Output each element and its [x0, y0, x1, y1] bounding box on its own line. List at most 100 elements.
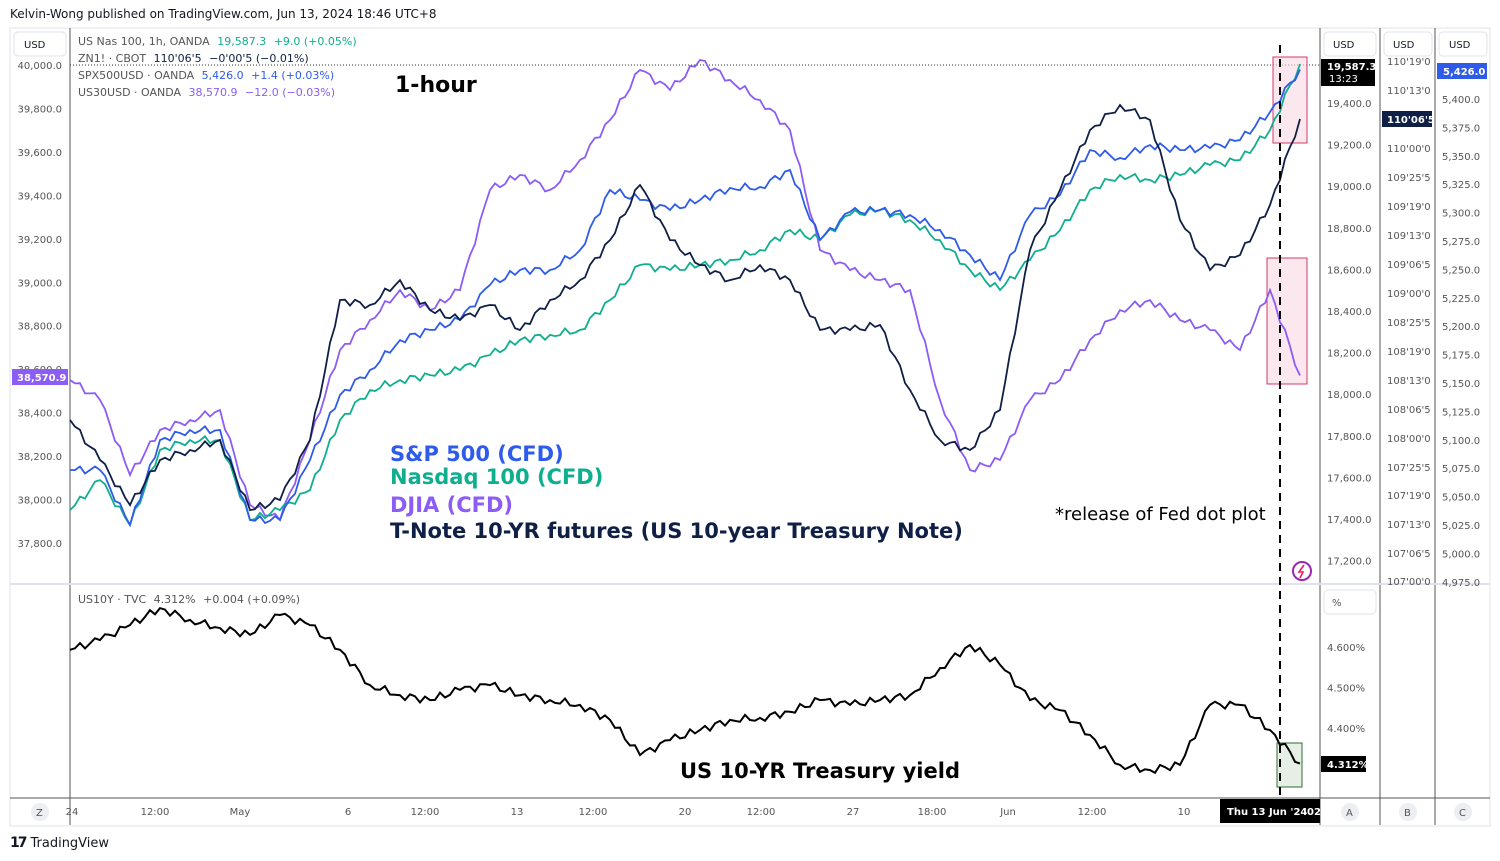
zn-annotation: T-Note 10-YR futures (US 10-year Treasur… [390, 519, 963, 543]
nasdaq-price-tag-time: 13:23 [1329, 74, 1358, 85]
spx-tick-label: 5,000.0 [1442, 549, 1480, 560]
time-cursor-label: Thu 13 Jun '24 [1227, 807, 1307, 818]
zn-tick-label: 107'25'5 [1387, 463, 1431, 474]
zn-tick-label: 107'00'0 [1387, 577, 1431, 588]
spx-tick-label: 5,300.0 [1442, 209, 1480, 220]
legend-nasdaq-price: 19,587.3 [217, 35, 267, 48]
scale-button-z-label: Z [36, 808, 43, 819]
yield-tick-label: 4.600% [1327, 643, 1365, 654]
spx-tick-label: 5,325.0 [1442, 180, 1480, 191]
djia-tick-label: 38,800.0 [17, 322, 62, 333]
timeframe-annotation: 1-hour [395, 73, 477, 98]
legend-zn[interactable]: ZN1! · CBOT 110'06'5 −0'00'5 (−0.01%) [78, 52, 313, 65]
nasdaq-tick-label: 18,600.0 [1327, 265, 1372, 276]
scale-button-c[interactable] [1454, 803, 1472, 821]
spx-currency-button[interactable] [1438, 31, 1488, 57]
legend-yield[interactable]: US10Y · TVC 4.312% +0.004 (+0.09%) [78, 593, 304, 606]
zn-tick-label: 107'06'5 [1387, 549, 1431, 560]
legend-djia[interactable]: US30USD · OANDA 38,570.9 −12.0 (−0.03%) [78, 86, 339, 99]
nasdaq-currency-label: USD [1333, 40, 1355, 51]
time-tick-label: 12:00 [747, 807, 776, 818]
zn-tick-label: 108'25'5 [1387, 318, 1431, 329]
spx-price-tag-value: 5,426.0 [1443, 67, 1485, 78]
nasdaq-tick-label: 18,400.0 [1327, 307, 1372, 318]
fed-note-annotation: *release of Fed dot plot [1055, 504, 1266, 525]
time-tick-label: 12:00 [411, 807, 440, 818]
series-line-nasdaq [69, 63, 1301, 528]
nasdaq-tick-label: 19,400.0 [1327, 99, 1372, 110]
djia-tick-label: 38,400.0 [17, 409, 62, 420]
yield-price-tag [1321, 756, 1366, 772]
scale-button-b-label: B [1404, 808, 1411, 819]
zn-price-tag [1382, 111, 1432, 127]
series-line-djia [69, 59, 1301, 522]
zn-currency-button[interactable] [1383, 31, 1433, 57]
series-layer [69, 59, 1301, 775]
spx-tick-label: 5,025.0 [1442, 521, 1480, 532]
spx-tick-label: 5,100.0 [1442, 436, 1480, 447]
zn-tick-label: 107'19'0 [1387, 491, 1431, 502]
spx-tick-label: 5,150.0 [1442, 379, 1480, 390]
legend-spx-change: +1.4 (+0.03%) [251, 69, 335, 82]
spx-tick-label: 4,975.0 [1442, 578, 1480, 589]
spx-tick-label: 5,250.0 [1442, 265, 1480, 276]
scale-button-z[interactable] [31, 803, 49, 821]
zn-tick-label: 110'00'0 [1387, 144, 1431, 155]
spx-annotation: S&P 500 (CFD) [390, 442, 564, 466]
footer-brand: TradingView [30, 835, 110, 851]
nasdaq-tick-label: 17,600.0 [1327, 473, 1372, 484]
time-tick-label: 10 [1178, 807, 1191, 818]
scale-button-c-label: C [1459, 808, 1466, 819]
legend-nasdaq-change: +9.0 (+0.05%) [273, 35, 357, 48]
publisher-credit: Kelvin-Wong published on TradingView.com… [10, 7, 437, 21]
time-tick-label: 12:00 [579, 807, 608, 818]
footer: 17 TradingView [10, 835, 109, 851]
nasdaq-tick-label: 18,800.0 [1327, 224, 1372, 235]
spx-tick-label: 5,175.0 [1442, 351, 1480, 362]
nasdaq-tick-label: 19,200.0 [1327, 141, 1372, 152]
time-tick-label: Jun [999, 807, 1016, 818]
djia-tick-label: 38,000.0 [17, 496, 62, 507]
lightning-icon[interactable] [1292, 561, 1312, 581]
legend-zn-change: −0'00'5 (−0.01%) [209, 52, 309, 65]
zn-tick-label: 109'19'0 [1387, 202, 1431, 213]
legend-nasdaq[interactable]: US Nas 100, 1h, OANDA 19,587.3 +9.0 (+0.… [78, 35, 361, 48]
nasdaq-tick-label: 19,000.0 [1327, 182, 1372, 193]
spx-tick-label: 5,375.0 [1442, 123, 1480, 134]
scale-button-b[interactable] [1399, 803, 1417, 821]
legend-spx[interactable]: SPX500USD · OANDA 5,426.0 +1.4 (+0.03%) [78, 69, 338, 82]
nasdaq-tick-label: 17,400.0 [1327, 515, 1372, 526]
legend-djia-change: −12.0 (−0.03%) [245, 86, 335, 99]
spx-tick-label: 5,125.0 [1442, 407, 1480, 418]
time-tick-label: 12:00 [1078, 807, 1107, 818]
spx-tick-label: 5,050.0 [1442, 493, 1480, 504]
zn-tick-label: 108'19'0 [1387, 347, 1431, 358]
zn-tick-label: 109'25'5 [1387, 173, 1431, 184]
zn-tick-label: 110'19'0 [1387, 57, 1431, 68]
legend-spx-name: SPX500USD · OANDA [78, 69, 195, 82]
legend-djia-name: US30USD · OANDA [78, 86, 182, 99]
zn-tick-label: 108'06'5 [1387, 405, 1431, 416]
djia-currency-label: USD [24, 40, 46, 51]
legend-zn-price: 110'06'5 [153, 52, 202, 65]
nasdaq-tick-label: 18,200.0 [1327, 349, 1372, 360]
time-tick-label: May [230, 807, 251, 818]
chart-frame [9, 27, 1491, 827]
djia-currency-button[interactable] [13, 31, 67, 57]
djia-tick-label: 38,200.0 [17, 452, 62, 463]
scale-button-a[interactable] [1341, 803, 1359, 821]
legend-spx-price: 5,426.0 [201, 69, 244, 82]
time-cursor-tag [1220, 799, 1320, 823]
zn-tick-label: 109'06'5 [1387, 260, 1431, 271]
legend-yield-price: 4.312% [153, 593, 196, 606]
fed-reaction-box-top [1272, 56, 1308, 144]
yield-tick-label: 4.500% [1327, 684, 1365, 695]
time-tick-label: 6 [345, 807, 351, 818]
nasdaq-currency-button[interactable] [1323, 31, 1377, 57]
yield-scale-button[interactable] [1323, 589, 1377, 615]
zn-tick-label: 109'00'0 [1387, 289, 1431, 300]
series-line-zn [69, 103, 1301, 512]
nasdaq-price-tag [1321, 59, 1375, 86]
yield-price-tag-value: 4.312% [1327, 760, 1369, 771]
